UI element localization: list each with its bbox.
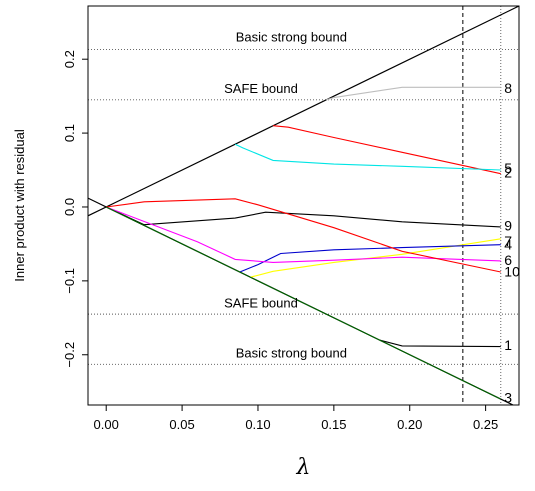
x-tick-label: 0.05 [169,417,194,432]
series-line-5 [234,143,501,171]
series-line-9 [105,206,501,228]
series-line-7 [250,238,501,278]
x-tick-label: 0.15 [321,417,346,432]
path-label: 3 [504,390,512,406]
path-label: 6 [504,252,512,268]
path-label: 7 [504,233,512,249]
x-tick-label: 0.25 [473,417,498,432]
x-tick-label: 0.20 [397,417,422,432]
axes: 0.00 0.05 0.10 0.15 0.20 0.25 −0.2 −0.1 0.0 0.1 0.… [62,50,498,432]
reference-lines [88,6,519,405]
series-line-8 [326,86,501,101]
y-tick-label: 0.2 [62,50,77,68]
bound-annotation: Basic strong bound [236,346,347,361]
bound-annotations: Basic strong bound SAFE bound SAFE bound Ba… [224,29,347,360]
x-tick-label: 0.10 [245,417,270,432]
y-tick-label: 0.0 [62,198,77,216]
series-lines [105,86,502,400]
series-line-6 [106,206,501,263]
path-label: 5 [504,160,512,176]
y-tick-label: 0.1 [62,124,77,142]
series-line-2 [273,125,501,175]
bound-annotation: SAFE bound [224,295,298,310]
path-label: 2 [504,164,512,180]
envelope-line [88,6,519,217]
y-axis-label: Inner product with residual [12,129,27,282]
path-label: 1 [504,337,512,353]
plot-frame [87,5,520,406]
series-line-4 [239,244,501,273]
series-line-1 [379,339,501,348]
y-tick-label: −0.2 [62,342,77,368]
path-label: 4 [504,237,512,253]
bound-annotation: Basic strong bound [236,29,347,44]
path-label: 9 [504,217,512,233]
path-label: 10 [504,263,520,279]
path-label: 8 [504,80,512,96]
series-line-10 [106,198,501,273]
y-tick-label: −0.1 [62,268,77,294]
bound-annotation: SAFE bound [224,81,298,96]
x-axis-label: λ [296,455,311,480]
x-tick-label: 0.00 [94,417,119,432]
series-line-3 [105,206,502,400]
